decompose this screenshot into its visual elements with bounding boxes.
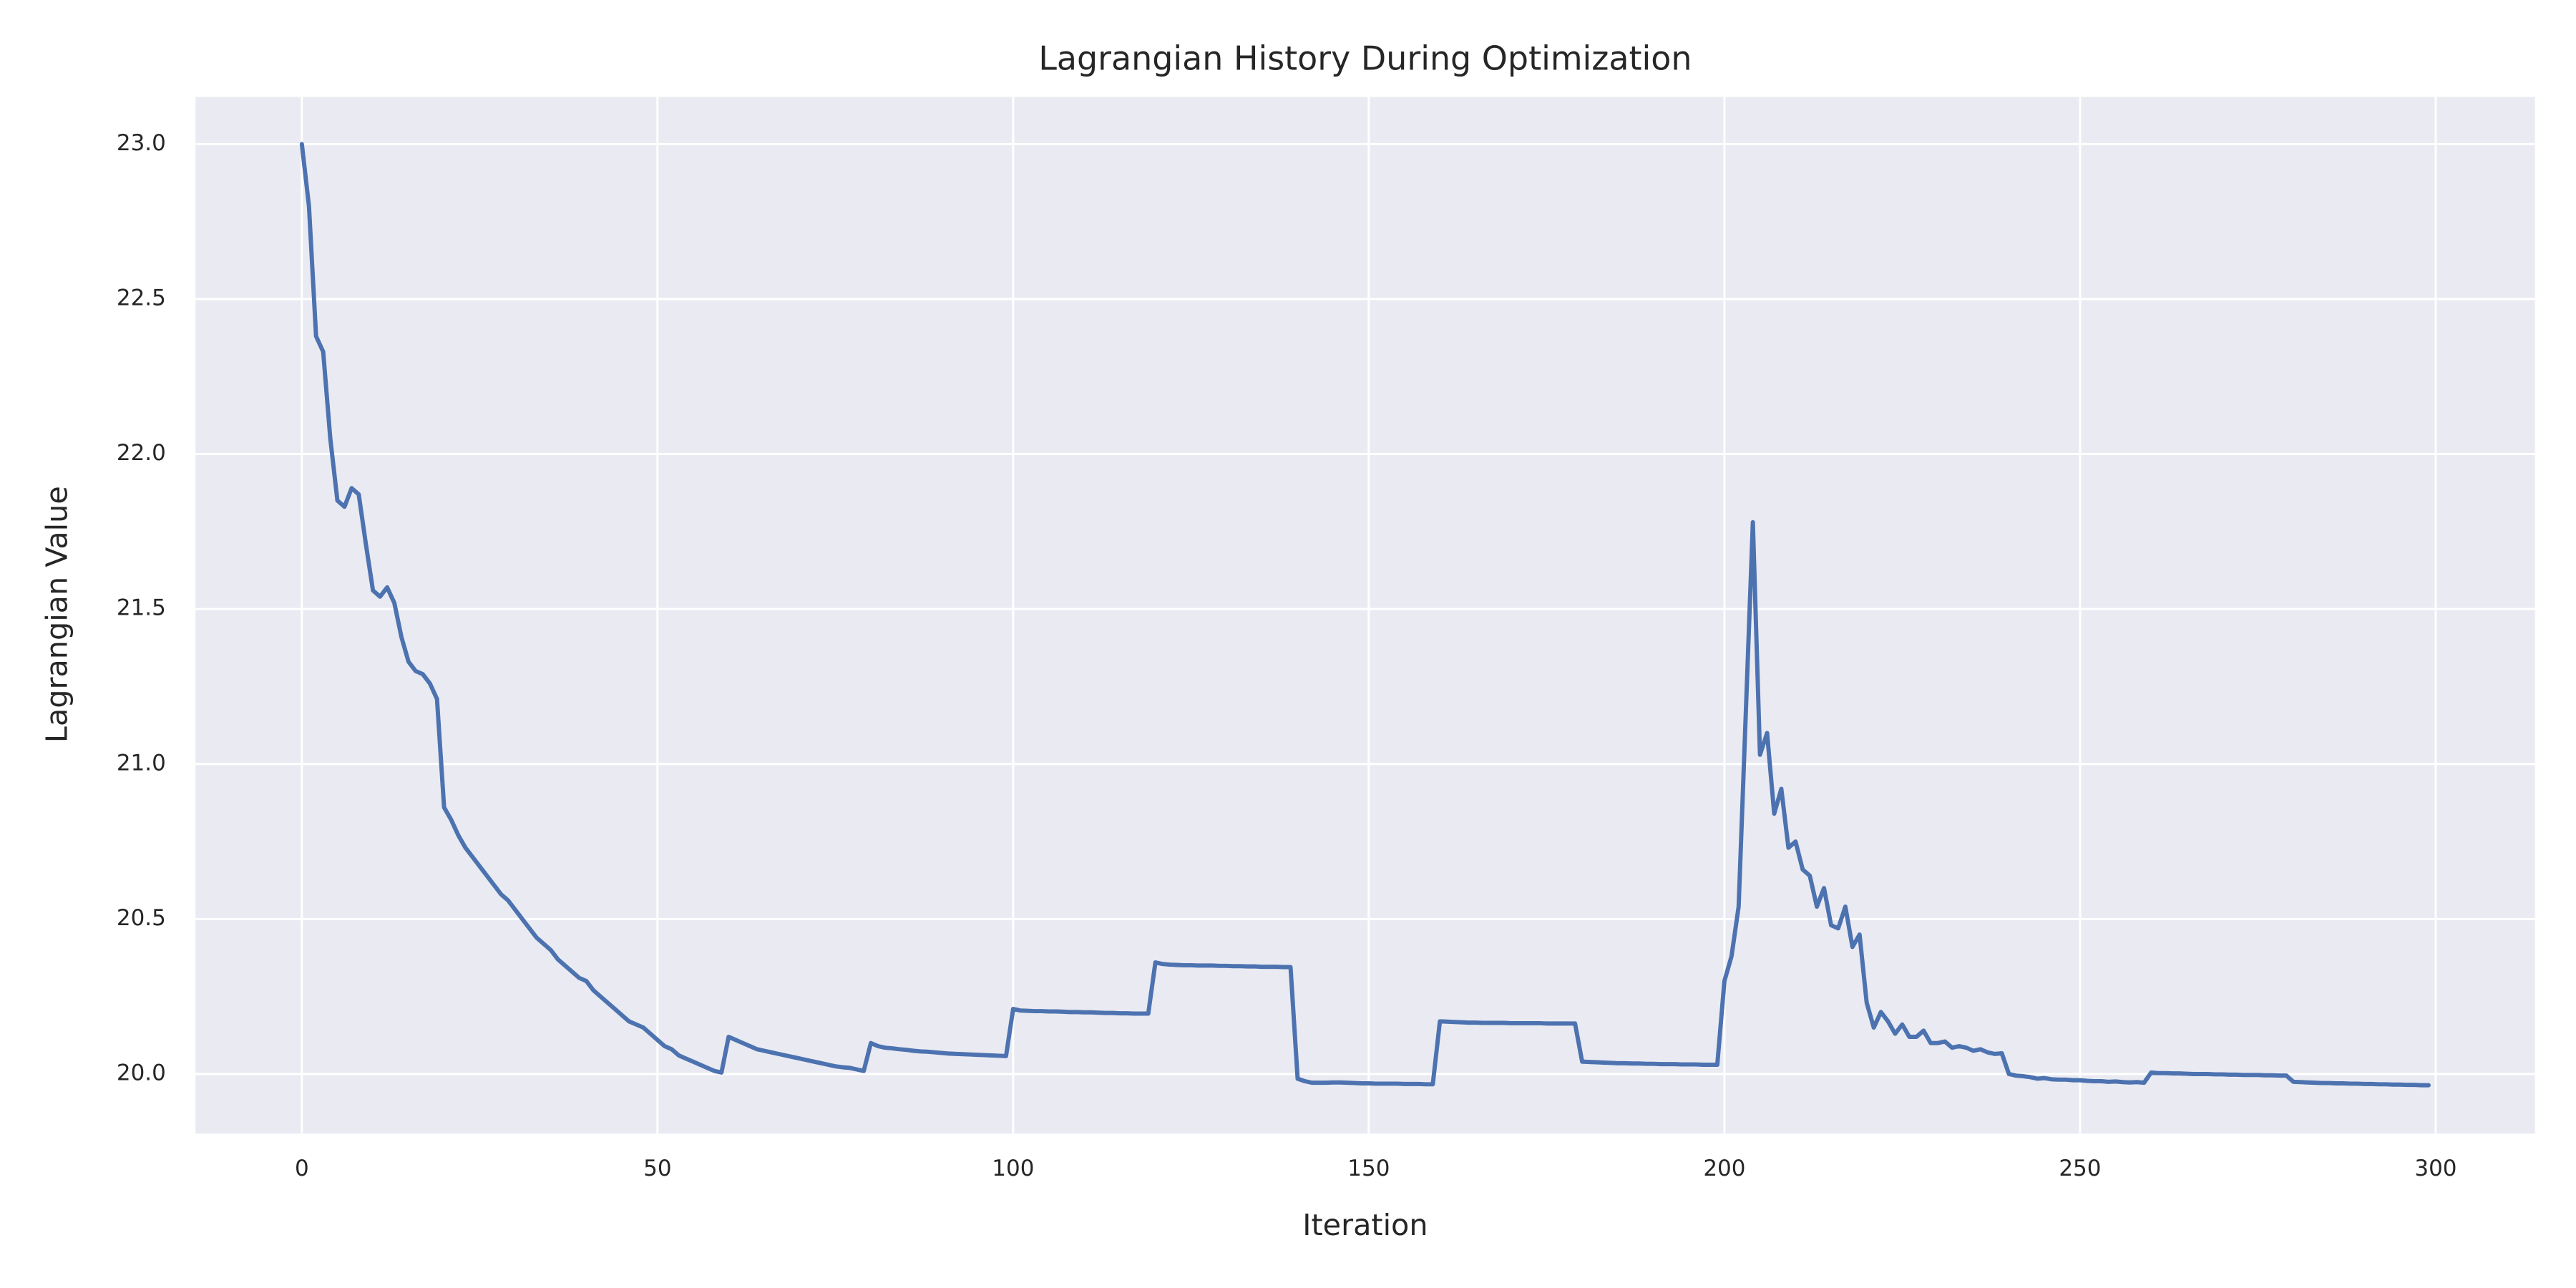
- chart-title: Lagrangian History During Optimization: [1038, 39, 1692, 77]
- y-tick-label: 21.0: [117, 750, 166, 776]
- y-tick-label: 22.5: [117, 285, 166, 311]
- grid: [195, 97, 2535, 1134]
- y-tick-label: 21.5: [117, 595, 166, 621]
- y-tick-label: 23.0: [117, 130, 166, 156]
- y-axis-label: Lagrangian Value: [40, 486, 74, 743]
- x-tick-label: 200: [1703, 1156, 1745, 1181]
- x-tick-label: 50: [643, 1156, 671, 1181]
- x-tick-label: 150: [1347, 1156, 1390, 1181]
- marks: [299, 142, 2431, 1088]
- x-tick-label: 250: [2059, 1156, 2101, 1181]
- x-tick-label: 100: [992, 1156, 1034, 1181]
- x-axis-label: Iteration: [1302, 1208, 1428, 1242]
- y-tick-label: 20.5: [117, 905, 166, 931]
- x-tick-label: 300: [2414, 1156, 2457, 1181]
- y-tick-label: 22.0: [117, 440, 166, 466]
- labels: 0 50 100 150 200 250 300 20.0 20.5 21.0 21.5 22.0 22…: [117, 130, 2457, 1181]
- y-tick-label: 20.0: [117, 1060, 166, 1086]
- x-tick-label: 0: [295, 1156, 309, 1181]
- data-line: [299, 142, 2431, 1088]
- plot-area: [195, 97, 2535, 1134]
